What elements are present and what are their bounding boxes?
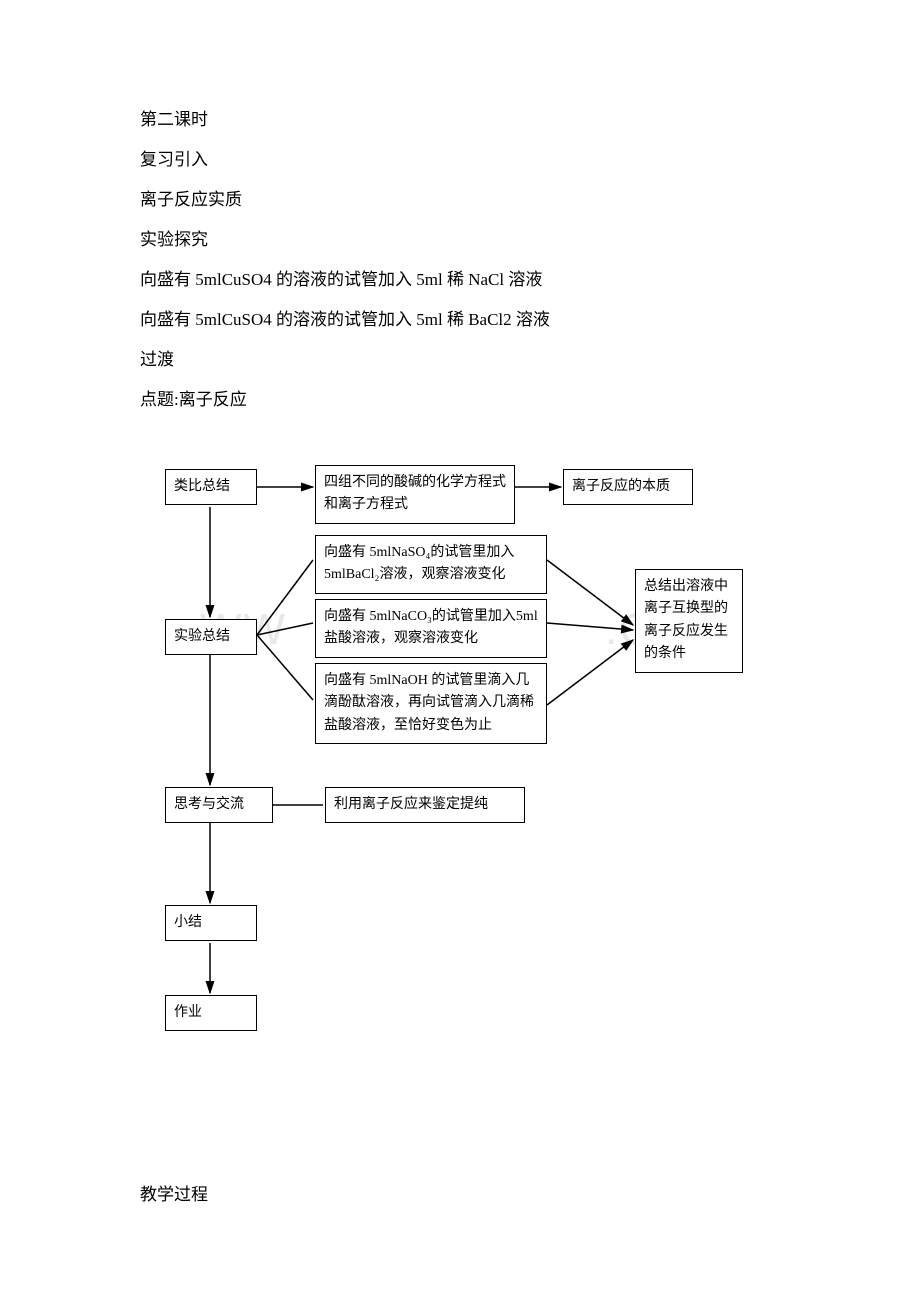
line-4: 实验探究 [140,220,780,260]
line-2: 复习引入 [140,140,780,180]
box-zuoye: 作业 [165,995,257,1031]
line-3: 离子反应实质 [140,180,780,220]
page: 第二课时 复习引入 离子反应实质 实验探究 向盛有 5mlCuSO4 的溶液的试… [0,0,920,1302]
box-sikao: 思考与交流 [165,787,273,823]
box-exp3: 向盛有 5mlNaOH 的试管里滴入几滴酚酞溶液，再向试管滴入几滴稀盐酸溶液，至… [315,663,547,744]
line-8: 点题:离子反应 [140,380,780,420]
box-liyong: 利用离子反应来鉴定提纯 [325,787,525,823]
box-leibi: 类比总结 [165,469,257,505]
box-shiyan: 实验总结 [165,619,257,655]
line-6: 向盛有 5mlCuSO4 的溶液的试管加入 5ml 稀 BaCl2 溶液 [140,300,780,340]
line-1: 第二课时 [140,100,780,140]
flowchart-diagram: WW .C0 [165,465,805,1085]
box-exp2: 向盛有 5mlNaCO₃的试管里加入5ml 盐酸溶液，观察溶液变化 [315,599,547,658]
line-5: 向盛有 5mlCuSO4 的溶液的试管加入 5ml 稀 NaCl 溶液 [140,260,780,300]
box-xiaojie: 小结 [165,905,257,941]
box-zongjie: 总结出溶液中离子互换型的离子反应发生的条件 [635,569,743,673]
box-benzhi: 离子反应的本质 [563,469,693,505]
footer-text: 教学过程 [140,1180,208,1205]
box-exp1: 向盛有 5mlNaSO₄的试管里加入5mlBaCl₂溶液，观察溶液变化 [315,535,547,594]
box-sizu: 四组不同的酸碱的化学方程式和离子方程式 [315,465,515,524]
line-7: 过渡 [140,340,780,380]
